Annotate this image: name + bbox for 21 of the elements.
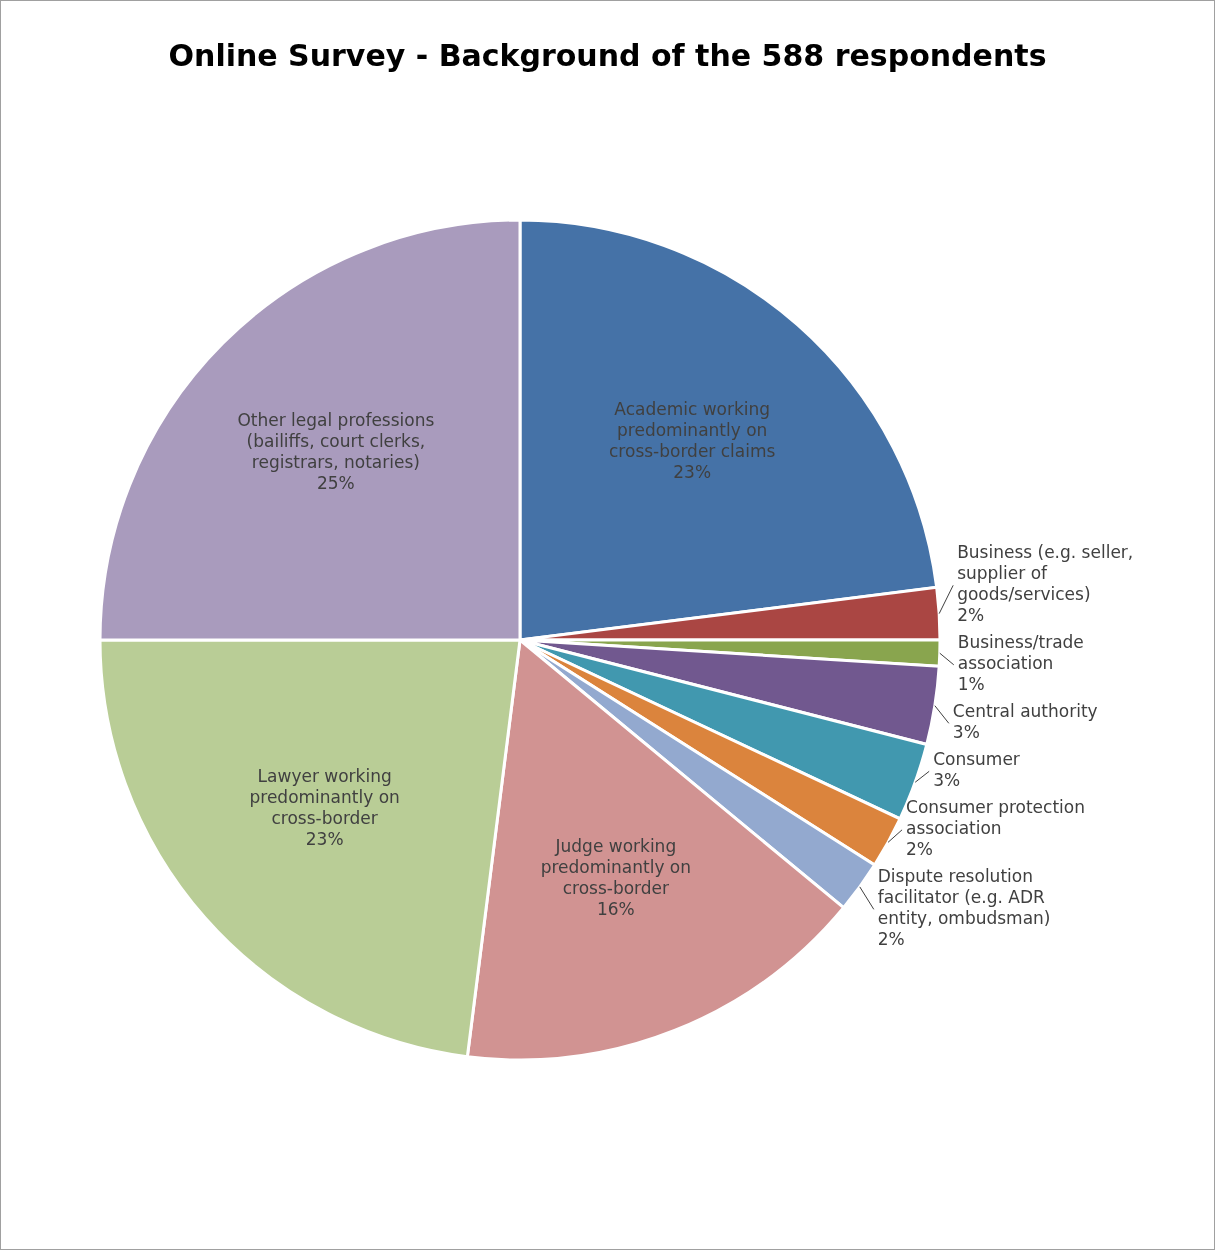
data-label: 2%: [957, 605, 985, 626]
data-label: 25%: [316, 472, 355, 493]
data-label: 2%: [906, 839, 934, 860]
slice-label: Consumer: [933, 749, 1020, 770]
slice-label: Judge working predominantly on cross-border: [540, 836, 692, 899]
data-label: 23%: [673, 461, 712, 482]
slice-label: Consumer protection association: [906, 797, 1085, 839]
slice-label: Lawyer working predominantly on cross-border: [249, 766, 400, 829]
data-label: 23%: [305, 829, 344, 850]
data-label: 1%: [957, 674, 985, 695]
data-label: 3%: [933, 770, 961, 791]
chart-title: Online Survey - Background of the 588 respondents: [168, 38, 1047, 73]
slice-label: Business/trade association: [957, 632, 1084, 674]
data-label: 16%: [596, 899, 635, 920]
slice-label: Central authority: [952, 701, 1098, 722]
slice-label: Other legal professions (bailiffs, court clerks, registrars, notaries): [237, 409, 435, 472]
data-label: 3%: [952, 722, 980, 743]
slice-label: Business (e.g. seller, supplier of goods/services): [957, 542, 1134, 605]
slice-label: Dispute resolution facilitator (e.g. ADR entity, ombudsman): [877, 866, 1051, 929]
data-label: 2%: [877, 929, 905, 950]
slice-label: Academic working predominantly on cross-border claims: [609, 398, 776, 461]
